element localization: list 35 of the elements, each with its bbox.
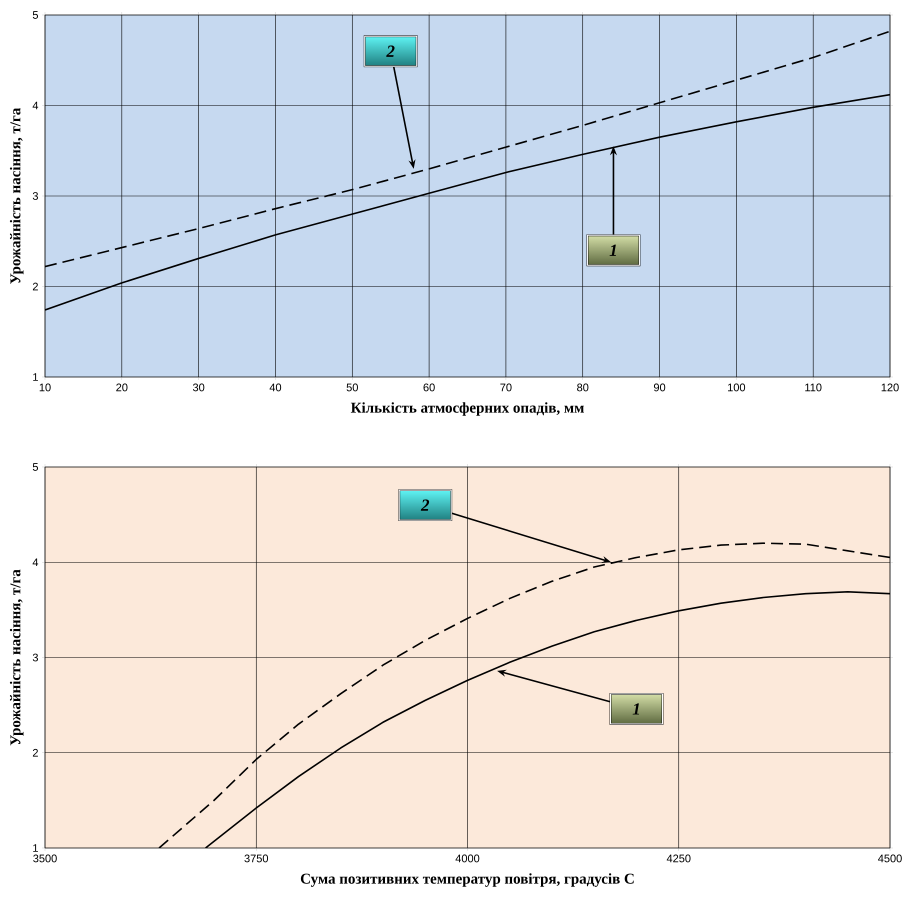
y-tick-label: 5	[32, 463, 38, 471]
x-tick-label: 20	[116, 384, 128, 392]
y-tick-label: 3	[32, 192, 38, 200]
x-tick-label: 10	[40, 384, 51, 392]
x-tick-label: 3750	[244, 854, 268, 862]
annotation: 1	[610, 244, 616, 256]
annotation: 2	[420, 499, 430, 511]
x-tick-label: 4000	[456, 854, 480, 862]
y-tick-label: 4	[32, 102, 38, 110]
y-axis-title: Урожайність насіння, т/га	[10, 569, 24, 746]
annotation: 1	[632, 703, 640, 715]
x-tick-label: 110	[805, 384, 822, 392]
y-tick-label: 2	[32, 748, 38, 757]
x-tick-label: 4250	[666, 854, 691, 862]
y-tick-label: 4	[32, 558, 38, 566]
x-tick-label: 70	[500, 384, 512, 392]
y-tick-label: 1	[33, 373, 38, 381]
y-tick-label: 2	[32, 282, 38, 290]
x-tick-label: 3500	[33, 854, 57, 862]
x-axis-title: Кількість атмосферних опадів, мм	[350, 402, 584, 416]
x-tick-label: 90	[654, 384, 666, 392]
x-tick-label: 100	[728, 384, 746, 392]
y-tick-label: 3	[32, 654, 38, 662]
x-tick-label: 40	[270, 384, 282, 392]
x-axis-title: Сума позитивних температур повітря, градусів С	[300, 873, 634, 887]
x-tick-label: 4500	[878, 854, 902, 862]
y-tick-label: 1	[33, 844, 38, 852]
x-tick-label: 80	[577, 384, 588, 392]
x-tick-label: 30	[192, 384, 204, 392]
x-tick-label: 60	[424, 384, 435, 392]
x-tick-label: 50	[346, 384, 358, 392]
x-tick-label: 120	[882, 384, 899, 392]
annotation: 2	[386, 46, 395, 57]
y-tick-label: 5	[32, 11, 38, 19]
y-axis-title: Урожайність насіння, т/га	[10, 108, 24, 284]
